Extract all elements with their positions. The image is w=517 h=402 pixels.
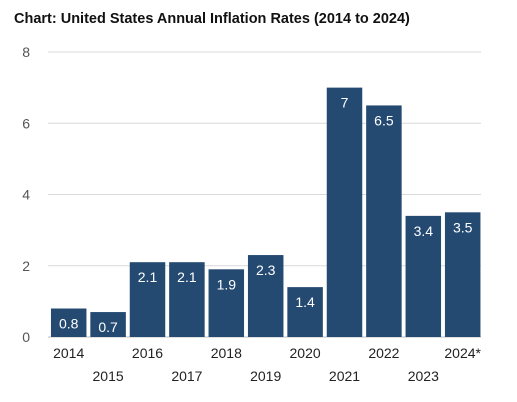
x-tick-label-2019: 2019 (250, 368, 281, 384)
x-tick-label-2020: 2020 (290, 345, 321, 361)
data-label-2015: 0.7 (98, 319, 118, 335)
bar-2019 (247, 255, 284, 337)
bar-2021 (326, 87, 363, 337)
x-tick-label-2017: 2017 (171, 368, 202, 384)
bar-2014 (50, 308, 87, 337)
x-tick-label-2014: 2014 (53, 345, 84, 361)
data-label-2023: 3.4 (414, 223, 434, 239)
bar-2020 (287, 287, 323, 337)
bar-2023 (405, 215, 442, 337)
data-label-2019: 2.3 (256, 262, 276, 278)
data-label-2017: 2.1 (177, 269, 197, 285)
y-tick-label: 4 (22, 187, 30, 203)
data-labels: 0.8 0.7 2.1 2.1 1.9 2.3 1.4 7 6.5 3.4 3.5 (59, 95, 473, 335)
data-label-2022: 6.5 (374, 112, 394, 128)
x-tick-label-2021: 2021 (329, 368, 360, 384)
y-tick-label: 2 (22, 258, 30, 274)
data-label-2024: 3.5 (453, 219, 473, 235)
x-tick-label-2024: 2024* (444, 345, 481, 361)
y-tick-label: 8 (22, 44, 30, 60)
data-label-2014: 0.8 (59, 316, 79, 332)
data-label-2018: 1.9 (217, 276, 237, 292)
y-axis-ticks: 0 2 4 6 8 (22, 44, 30, 345)
bar-2018 (208, 269, 245, 337)
x-tick-label-2015: 2015 (93, 368, 124, 384)
bar-2024 (444, 212, 481, 337)
x-axis-ticks: 2014 2015 2016 2017 2018 2019 2020 2021 2022 2023… (53, 345, 481, 384)
data-label-2020: 1.4 (295, 294, 315, 310)
data-label-2016: 2.1 (138, 269, 158, 285)
x-tick-label-2023: 2023 (408, 368, 439, 384)
x-tick-label-2018: 2018 (211, 345, 242, 361)
data-label-2021: 7 (341, 95, 349, 111)
y-tick-label: 6 (22, 115, 30, 131)
y-tick-label: 0 (22, 329, 30, 345)
x-tick-label-2022: 2022 (368, 345, 399, 361)
bar-2016 (129, 262, 166, 337)
bar-2022 (366, 105, 402, 337)
bar-2017 (169, 262, 205, 337)
x-tick-label-2016: 2016 (132, 345, 163, 361)
bars (50, 87, 481, 337)
bar-2015 (90, 312, 126, 337)
chart-title: Chart: United States Annual Inflation Ra… (14, 11, 410, 27)
